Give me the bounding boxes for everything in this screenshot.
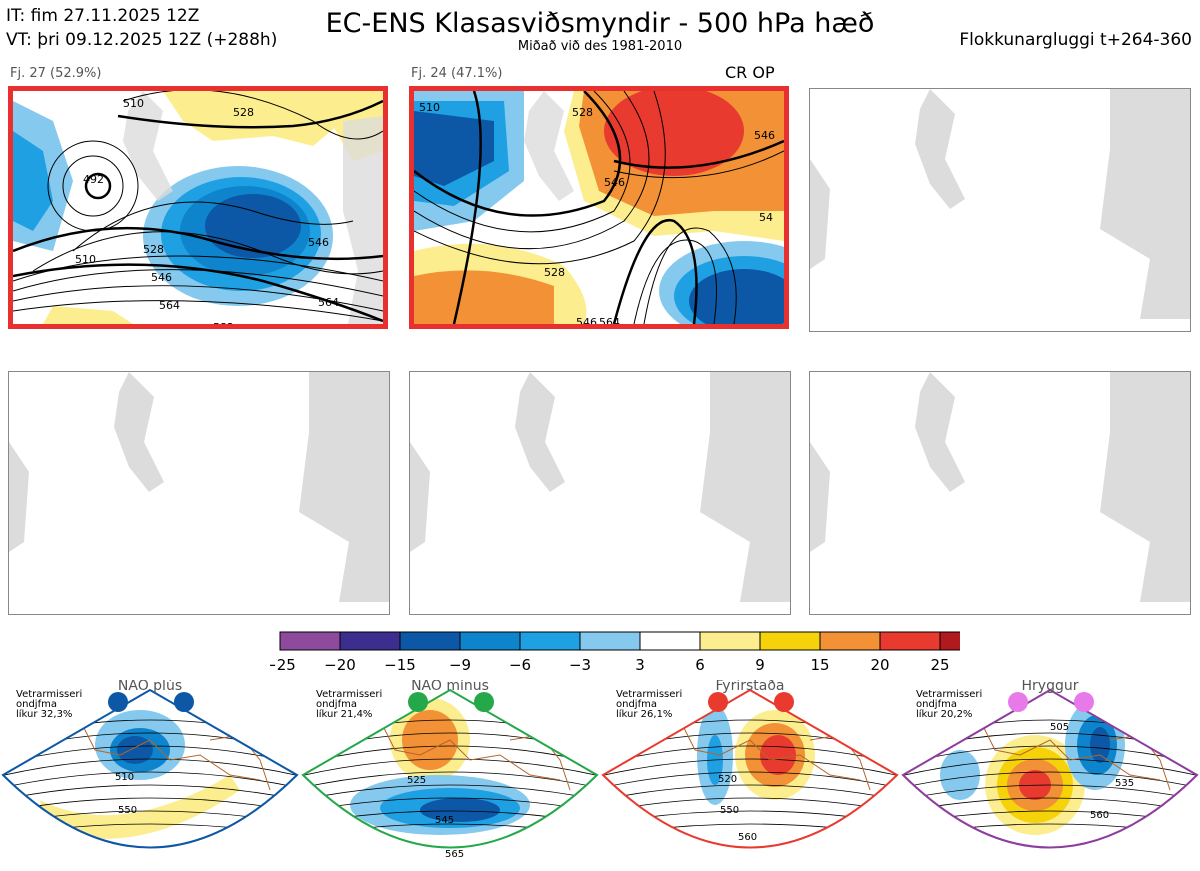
- regime-contour-label: 545: [435, 815, 454, 826]
- regime-contour-label: 505: [1050, 722, 1069, 733]
- page-title: EC-ENS Klasasviðsmyndir - 500 hPa hæð: [325, 8, 875, 39]
- cluster-panel-2[interactable]: 510 528 546 546 528 54 546 564: [409, 86, 789, 329]
- contour-label: 54: [759, 211, 773, 224]
- page-subtitle: Miðað við des 1981-2010: [517, 39, 683, 54]
- contour-label: 582: [213, 321, 234, 324]
- cluster-panel-6[interactable]: [809, 371, 1191, 615]
- colorbar-tick-label: 9: [755, 656, 765, 674]
- contour-label: 528: [233, 106, 254, 119]
- contour-label: 564: [159, 299, 180, 312]
- regime-dot: [474, 692, 494, 712]
- contour-label: 528: [544, 266, 565, 279]
- regime-season: Vetrarmisseri: [16, 689, 82, 700]
- contour-label: 510: [123, 97, 144, 110]
- regime-name: NAO mínus: [411, 680, 489, 694]
- regime-name: NAO plús: [118, 680, 182, 694]
- contour-label: 492: [83, 173, 104, 186]
- cluster-panel-3[interactable]: [809, 88, 1191, 332]
- panel-1-label: Fj. 27 (52.9%): [10, 66, 102, 81]
- colorbar-bin: [399, 631, 461, 651]
- colorbar-tick-label: −3: [569, 656, 591, 674]
- contour-label: 546: [754, 129, 775, 142]
- panel-2-label: Fj. 24 (47.1%): [411, 66, 503, 81]
- regime-season: Vetrarmisseri: [916, 689, 982, 700]
- regime-contour-label: 535: [1115, 778, 1134, 789]
- contour-label: 564: [599, 316, 620, 324]
- regime-probability: líkur 32,3%: [16, 708, 72, 720]
- cluster-panel-4[interactable]: [8, 371, 390, 615]
- regime-contour-label: 550: [118, 805, 137, 816]
- cluster-panel-1[interactable]: 510 528 510 492 528 546 546 564 564 582: [8, 86, 388, 329]
- contour-label: 546: [308, 236, 329, 249]
- colorbar-tick-label: −6: [509, 656, 531, 674]
- contour-label: 528: [572, 106, 593, 119]
- colorbar: −25−20−15−9−6−336915202525: [270, 631, 960, 674]
- colorbar-bin: [339, 631, 401, 651]
- colorbar-tick-label: 15: [810, 656, 829, 674]
- colorbar-bin: [519, 631, 581, 651]
- regime-dot: [1074, 692, 1094, 712]
- regime-name: Fyrirstaða: [716, 680, 785, 694]
- regime-contour-label: 520: [718, 774, 737, 785]
- colorbar-tick-label: 6: [695, 656, 705, 674]
- regime-contour-label: 525: [407, 775, 426, 786]
- regime-contour-label: 560: [1090, 810, 1109, 821]
- regime-contour-label: 565: [445, 849, 464, 860]
- regime-season: Vetrarmisseri: [616, 689, 682, 700]
- regime-dot: [774, 692, 794, 712]
- regime-season: Vetrarmisseri: [316, 689, 382, 700]
- initial-time: IT: fim 27.11.2025 12Z: [6, 6, 200, 26]
- colorbar-bin: [579, 631, 641, 651]
- regime-dot: [108, 692, 128, 712]
- regime-dot: [408, 692, 428, 712]
- colorbar-tick-label: −15: [384, 656, 416, 674]
- colorbar-bin: [879, 631, 941, 651]
- regime-months: ondjfma: [916, 699, 957, 710]
- cluster-panel-5[interactable]: [409, 371, 791, 615]
- regime-dot: [708, 692, 728, 712]
- valid-time: VT: þri 09.12.2025 12Z (+288h): [6, 30, 278, 50]
- regime-contour-label: 550: [720, 805, 739, 816]
- colorbar-tick-label: 25: [930, 656, 949, 674]
- contour-label: 546: [604, 176, 625, 189]
- cluster-window: Flokkunargluggi t+264-360: [959, 30, 1192, 50]
- colorbar-bin: [639, 631, 701, 651]
- regime-contour-label: 510: [115, 772, 134, 783]
- regime-probability: líkur 21,4%: [316, 708, 372, 720]
- regime-probability: líkur 20,2%: [916, 708, 972, 720]
- colorbar-tick-label: 3: [635, 656, 645, 674]
- regime-months: ondjfma: [316, 699, 357, 710]
- contour-label: 546: [576, 316, 597, 324]
- colorbar-bin: [759, 631, 821, 651]
- regime-name: Hryggur: [1022, 680, 1079, 694]
- contour-label: 546: [151, 271, 172, 284]
- colorbar-bin: [279, 631, 341, 651]
- colorbar-bin: [939, 631, 960, 651]
- regime-probability: líkur 26,1%: [616, 708, 672, 720]
- colorbar-bin: [699, 631, 761, 651]
- colorbar-tick-label: 20: [870, 656, 889, 674]
- colorbar-bin: [459, 631, 521, 651]
- colorbar-tick-label: −20: [324, 656, 356, 674]
- contour-label: 510: [419, 101, 440, 114]
- panel-2-tag: CR OP: [725, 63, 775, 82]
- regime-months: ondjfma: [616, 699, 657, 710]
- regime-months: ondjfma: [16, 699, 57, 710]
- contour-label: 510: [75, 253, 96, 266]
- contour-label: 528: [143, 243, 164, 256]
- regime-dot: [174, 692, 194, 712]
- colorbar-tick-label: −25: [270, 656, 296, 674]
- regime-dot: [1008, 692, 1028, 712]
- contour-label: 564: [318, 296, 339, 309]
- colorbar-tick-label: −9: [449, 656, 471, 674]
- colorbar-bin: [819, 631, 881, 651]
- regime-contour-label: 560: [738, 832, 757, 843]
